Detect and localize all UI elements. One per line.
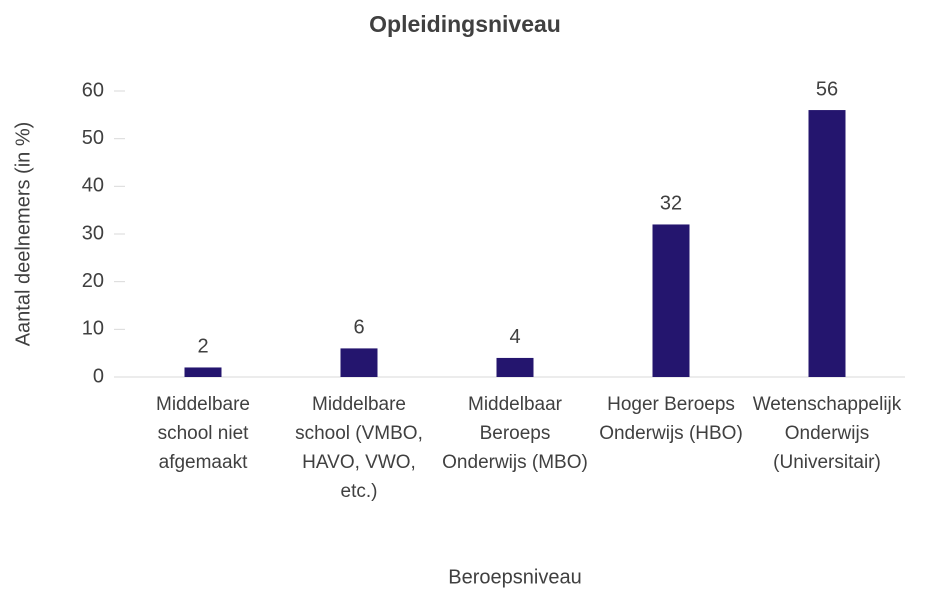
x-tick-label: Middelbare school (VMBO, HAVO, VWO, etc.…	[295, 394, 423, 502]
y-tick-label: 20	[82, 270, 104, 292]
data-label: 2	[197, 336, 208, 358]
bar	[184, 367, 222, 377]
data-label: 6	[353, 317, 364, 339]
y-tick-label: 50	[82, 127, 104, 149]
bar	[340, 348, 378, 377]
data-label: 32	[660, 193, 682, 215]
y-tick-label: 10	[82, 318, 104, 340]
x-axis-label: Beroepsniveau	[448, 566, 581, 588]
x-tick-label: Hoger Beroeps Onderwijs (HBO)	[599, 394, 743, 444]
x-tick-label: Middelbaar Beroeps Onderwijs (MBO)	[442, 394, 588, 473]
x-tick-label: Middelbare school niet afgemaakt	[156, 394, 250, 473]
data-label: 4	[509, 326, 520, 348]
x-tick-label: Wetenschappelijk Onderwijs (Universitair…	[752, 394, 902, 473]
y-axis-label: Aantal deelnemers (in %)	[12, 122, 34, 347]
y-tick-label: 60	[82, 79, 104, 101]
bar	[652, 224, 690, 377]
y-tick-label: 40	[82, 175, 104, 197]
bar	[496, 357, 534, 377]
y-tick-label: 0	[93, 365, 104, 387]
data-label: 56	[816, 78, 838, 100]
chart-title: Opleidingsniveau	[369, 11, 561, 37]
y-tick-label: 30	[82, 222, 104, 244]
bar	[808, 110, 846, 378]
